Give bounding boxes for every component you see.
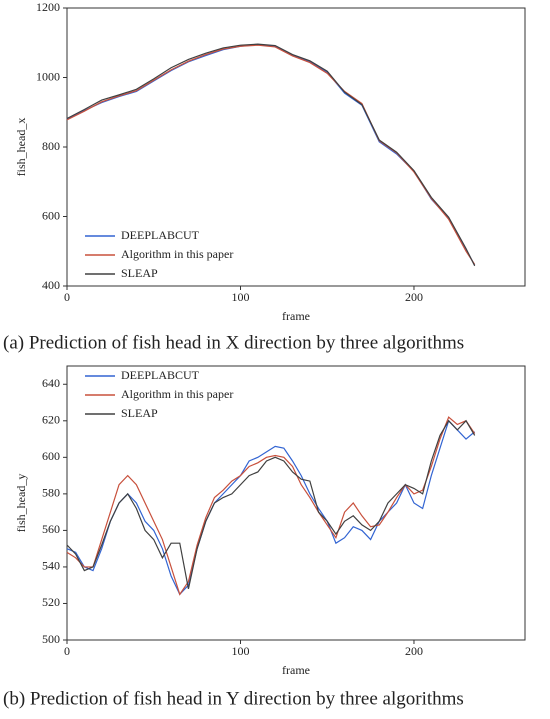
y-tick-label: 600 xyxy=(42,208,60,222)
x-axis-label: frame xyxy=(282,309,310,323)
x-tick-label: 100 xyxy=(231,290,249,304)
x-tick-label: 0 xyxy=(64,290,70,304)
x-axis-label: frame xyxy=(282,663,310,677)
y-tick-label: 1200 xyxy=(36,0,60,14)
y-tick-label: 620 xyxy=(42,413,60,427)
y-axis-label: fish_head_x xyxy=(14,118,28,177)
y-tick-label: 500 xyxy=(42,632,60,646)
y-tick-label: 800 xyxy=(42,139,60,153)
y-axis-label: fish_head_y xyxy=(14,474,28,533)
plot-frame xyxy=(66,7,526,287)
series-line xyxy=(66,419,476,596)
y-tick-label: 640 xyxy=(42,376,60,390)
plot-frame xyxy=(66,365,526,641)
legend-label: Algorithm in this paper xyxy=(121,247,233,261)
y-tick-label: 540 xyxy=(42,559,60,573)
y-tick-label: 580 xyxy=(42,486,60,500)
series-line xyxy=(66,416,476,596)
y-tick-label: 520 xyxy=(42,595,60,609)
y-tick-label: 600 xyxy=(42,449,60,463)
legend-label: SLEAP xyxy=(121,406,158,420)
series-line xyxy=(66,44,476,265)
x-tick-label: 200 xyxy=(405,644,423,658)
x-tick-label: 100 xyxy=(231,644,249,658)
legend-label: SLEAP xyxy=(121,266,158,280)
caption: (b) Prediction of fish head in Y directi… xyxy=(3,688,464,709)
legend-label: DEEPLABCUT xyxy=(121,228,200,242)
caption: (a) Prediction of fish head in X directi… xyxy=(3,332,464,353)
legend-label: DEEPLABCUT xyxy=(121,368,200,382)
legend-label: Algorithm in this paper xyxy=(121,387,233,401)
x-tick-label: 0 xyxy=(64,644,70,658)
series-line xyxy=(66,419,476,589)
x-tick-label: 200 xyxy=(405,290,423,304)
y-tick-label: 1000 xyxy=(36,69,60,83)
series-line xyxy=(66,43,476,267)
y-tick-label: 560 xyxy=(42,522,60,536)
y-tick-label: 400 xyxy=(42,278,60,292)
